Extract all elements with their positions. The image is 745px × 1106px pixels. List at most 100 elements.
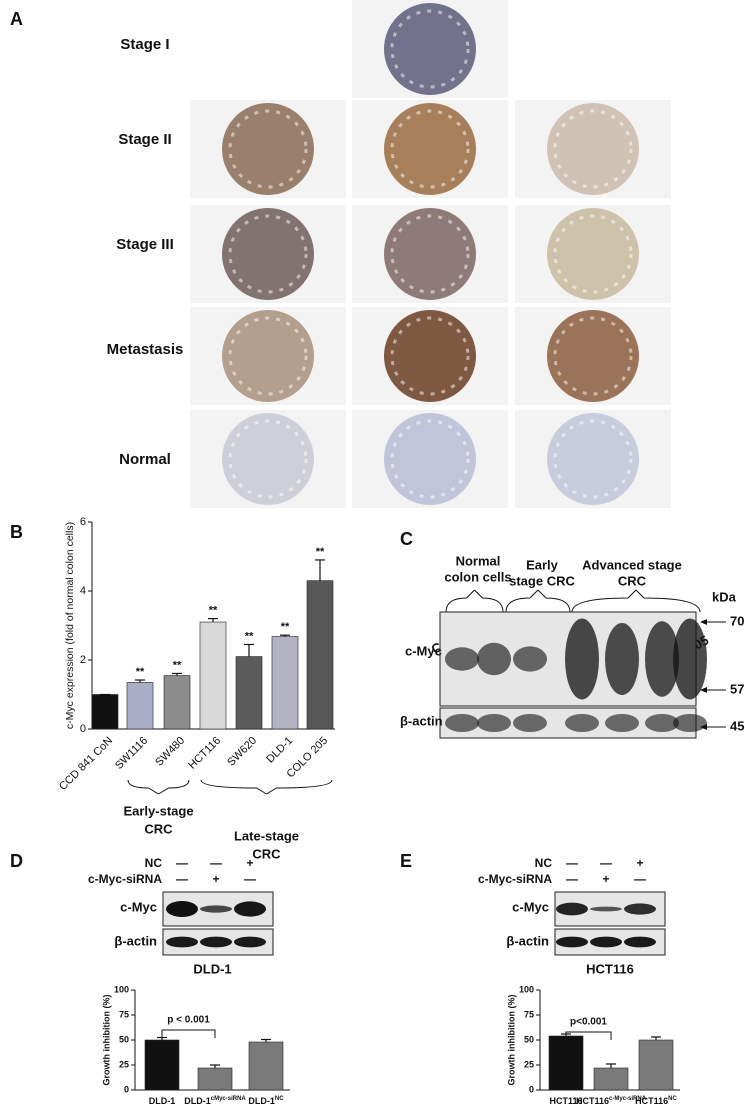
y-tick-label: 75 — [119, 1009, 129, 1019]
blot-band — [645, 621, 679, 697]
blot-label: c-Myc — [120, 899, 157, 914]
blot-label: β-actin — [506, 933, 549, 948]
arrow-head — [700, 724, 707, 730]
tissue-core — [547, 103, 639, 195]
x-tick-label: DLD-1 — [149, 1096, 176, 1106]
y-axis-label: Growth inhibition (%) — [101, 995, 111, 1086]
tissue-core — [222, 310, 314, 402]
treatment-label: NC — [145, 856, 163, 870]
tissue-texture — [553, 316, 633, 396]
y-tick-label: 75 — [524, 1009, 534, 1019]
group-label: Early-stage — [123, 803, 193, 818]
x-tick-label: SW1116 — [113, 735, 150, 772]
treatment-mark: — — [566, 856, 578, 870]
significance: ** — [281, 621, 290, 633]
blot-band — [645, 714, 679, 732]
stage-label: Stage I — [120, 36, 169, 53]
x-tick-label: DLD-1NC — [248, 1096, 284, 1106]
chart-title: HCT116 — [586, 961, 634, 976]
group-label: Normal — [456, 553, 501, 568]
category-superscript: NC — [275, 1096, 284, 1102]
tissue-core — [384, 413, 476, 505]
tissue-texture — [390, 109, 470, 189]
blot-band — [477, 714, 511, 732]
group-label: stage CRC — [509, 573, 575, 588]
blot-band — [477, 642, 511, 676]
treatment-mark: — — [176, 872, 188, 886]
category-name: DLD-1 — [248, 1096, 275, 1106]
treatment-mark: — — [600, 856, 612, 870]
bar — [199, 621, 227, 730]
bar — [91, 694, 119, 730]
stage-label: Normal — [119, 451, 171, 468]
bar — [306, 580, 334, 730]
chart-title: DLD-1 — [193, 961, 231, 976]
error-bar — [315, 559, 325, 581]
blot-band — [624, 936, 656, 948]
category-name: HCT116 — [635, 1096, 668, 1106]
significance: ** — [316, 546, 325, 558]
group-label: Advanced stage — [582, 557, 682, 572]
p-bracket — [161, 1029, 216, 1038]
tissue-texture — [553, 109, 633, 189]
marker-label: 70 — [730, 613, 744, 628]
error-bar — [244, 643, 254, 657]
y-tick-label: 25 — [119, 1059, 129, 1069]
bar — [163, 675, 191, 730]
treatment-label: NC — [535, 856, 553, 870]
bar — [638, 1039, 674, 1091]
x-tick-label: HCT116 — [186, 735, 223, 772]
tissue-core — [222, 208, 314, 300]
error-bar — [210, 1064, 220, 1068]
x-tick-label: SW480 — [153, 735, 187, 769]
marker-label: 45 — [730, 718, 744, 733]
x-tick-label: HCT116c-Myc-siRNA — [576, 1096, 647, 1106]
blot-band — [556, 936, 588, 948]
group-label: Early — [526, 557, 559, 572]
bar — [197, 1067, 233, 1091]
blot-band — [234, 936, 266, 948]
blot-band — [590, 936, 622, 948]
blot-label: c-Myc — [512, 899, 549, 914]
bar — [271, 636, 299, 730]
panel-label: D — [10, 851, 23, 871]
x-tick-label: CCD 841 CoN — [57, 735, 115, 793]
treatment-mark: + — [246, 856, 253, 870]
y-tick-label: 2 — [80, 654, 86, 666]
error-bar — [606, 1063, 616, 1068]
category-name: HCT116 — [549, 1096, 582, 1106]
y-tick-label: 4 — [80, 585, 86, 597]
group-brace — [445, 589, 504, 613]
blot-band — [200, 936, 232, 948]
blot-band — [445, 714, 479, 732]
category-name: DLD-1 — [184, 1096, 211, 1106]
treatment-label: c-Myc-siRNA — [88, 872, 162, 886]
stage-label: Stage III — [116, 236, 174, 253]
blot-label: c-Myc — [405, 643, 442, 658]
error-bar — [280, 634, 290, 637]
category-superscript: c-Myc-siRNA — [609, 1096, 647, 1102]
tissue-core — [547, 413, 639, 505]
tissue-texture — [390, 419, 470, 499]
x-tick-label: HCT116 — [549, 1096, 582, 1106]
significance: ** — [209, 605, 218, 617]
blot-band — [565, 714, 599, 732]
blot-band — [513, 646, 547, 672]
tissue-texture — [390, 214, 470, 294]
treatment-mark: — — [566, 872, 578, 886]
blot-band — [200, 905, 232, 913]
blot-label: β-actin — [400, 713, 443, 728]
error-bar — [208, 617, 218, 623]
group-label: Late-stage — [234, 828, 299, 843]
group-brace — [571, 589, 701, 613]
y-tick-label: 0 — [124, 1084, 129, 1094]
group-bracket — [127, 779, 190, 795]
y-axis-label: Growth inhibition (%) — [506, 995, 516, 1086]
tissue-core — [222, 413, 314, 505]
significance: ** — [173, 659, 182, 671]
tissue-core — [384, 208, 476, 300]
blot-band — [445, 647, 479, 671]
treatment-mark: — — [176, 856, 188, 870]
bar — [235, 656, 263, 730]
